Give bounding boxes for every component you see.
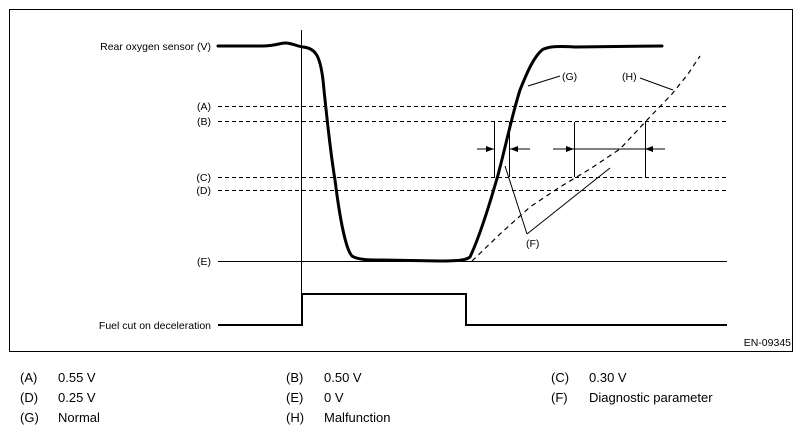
legend-text: 0 V — [324, 390, 344, 405]
legend-item-e: (E) 0 V — [286, 390, 344, 405]
f-leader-right — [526, 167, 611, 235]
timing-diagram: Rear oxygen sensor (V) Fuel cut on decel… — [9, 9, 793, 352]
f-leader-left — [504, 165, 528, 235]
h-leader — [639, 77, 674, 91]
legend: (A) 0.55 V (B) 0.50 V (C) 0.30 V (D) 0.25 V … — [0, 366, 804, 430]
f-right-arrowhead-1 — [566, 146, 574, 152]
legend-text: 0.30 V — [589, 370, 627, 385]
legend-text: 0.50 V — [324, 370, 362, 385]
level-c-label: (C) — [196, 172, 211, 184]
legend-item-a: (A) 0.55 V — [20, 370, 96, 385]
legend-letter: (B) — [286, 370, 304, 385]
legend-item-c: (C) 0.30 V — [551, 370, 627, 385]
legend-text: Malfunction — [324, 410, 391, 425]
legend-text: 0.25 V — [58, 390, 96, 405]
legend-text: 0.55 V — [58, 370, 96, 385]
legend-letter: (E) — [286, 390, 304, 405]
legend-item-h: (H) Malfunction — [286, 410, 390, 425]
level-a-label: (A) — [197, 101, 211, 113]
legend-text: Diagnostic parameter — [589, 390, 713, 405]
h-label: (H) — [622, 71, 637, 83]
legend-letter: (H) — [286, 410, 305, 425]
f-right-arrowhead-2 — [645, 146, 653, 152]
level-b-label: (B) — [197, 116, 211, 128]
level-d-label: (D) — [196, 185, 211, 197]
rear-o2-normal-curve — [216, 41, 664, 263]
fuel-cut-signal — [218, 293, 727, 326]
diagram-frame — [9, 9, 793, 352]
g-label: (G) — [562, 71, 577, 83]
fuel-cut-label: Fuel cut on deceleration — [99, 320, 211, 332]
legend-item-d: (D) 0.25 V — [20, 390, 96, 405]
legend-letter: (D) — [20, 390, 39, 405]
legend-item-b: (B) 0.50 V — [286, 370, 362, 385]
rear-o2-label: Rear oxygen sensor (V) — [100, 41, 211, 53]
legend-letter: (F) — [551, 390, 568, 405]
f-left-arrowhead-1 — [486, 146, 494, 152]
legend-letter: (A) — [20, 370, 38, 385]
legend-text: Normal — [58, 410, 100, 425]
figure-id: EN-09345 — [744, 337, 791, 349]
legend-letter: (C) — [551, 370, 570, 385]
f-label: (F) — [526, 238, 539, 250]
f-left-arrowhead-2 — [510, 146, 518, 152]
level-e-label: (E) — [197, 256, 211, 268]
legend-item-f: (F) Diagnostic parameter — [551, 390, 713, 405]
legend-letter: (G) — [20, 410, 39, 425]
g-leader — [527, 75, 561, 87]
legend-item-g: (G) Normal — [20, 410, 100, 425]
malfunction-curve — [471, 55, 701, 262]
